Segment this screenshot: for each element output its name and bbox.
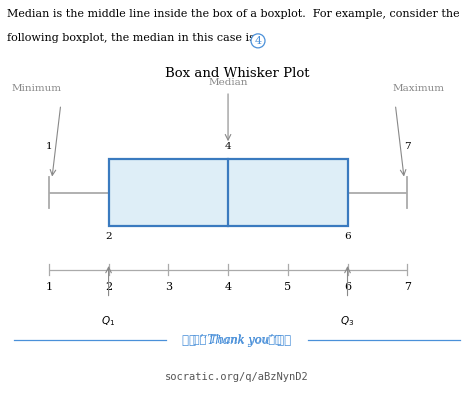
- Text: 7: 7: [404, 282, 411, 292]
- Text: Median is the middle line inside the box of a boxplot.  For example, consider th: Median is the middle line inside the box…: [7, 9, 460, 19]
- Text: ❛❜ ’‘Thank you’‘❛❜: ❛❜ ’‘Thank you’‘❛❜: [182, 334, 292, 347]
- Bar: [109, 160, 347, 226]
- Text: 1: 1: [45, 282, 53, 292]
- Text: socratic.org/q/aBzNynD2: socratic.org/q/aBzNynD2: [165, 372, 309, 382]
- Text: Median: Median: [208, 78, 248, 87]
- Text: 6: 6: [344, 282, 351, 292]
- Text: 7: 7: [404, 142, 410, 151]
- Text: $Q_3$: $Q_3$: [340, 314, 355, 328]
- Text: 4: 4: [225, 142, 231, 151]
- Text: following boxplot, the median in this case is: following boxplot, the median in this ca…: [7, 33, 258, 43]
- Text: Maximum: Maximum: [392, 84, 444, 93]
- Text: $Q_1$: $Q_1$: [101, 314, 116, 328]
- Text: 5: 5: [284, 282, 292, 292]
- Text: Box and Whisker Plot: Box and Whisker Plot: [165, 67, 309, 80]
- Text: 4: 4: [225, 282, 232, 292]
- Text: 6: 6: [344, 232, 351, 241]
- Text: 3: 3: [165, 282, 172, 292]
- Text: 4: 4: [255, 36, 262, 46]
- Text: 2: 2: [105, 232, 112, 241]
- Text: Minimum: Minimum: [12, 84, 62, 93]
- Text: 2: 2: [105, 282, 112, 292]
- Text: 1: 1: [46, 142, 52, 151]
- Text: ❧❧ Thank you❧❧: ❧❧ Thank you❧❧: [193, 335, 281, 346]
